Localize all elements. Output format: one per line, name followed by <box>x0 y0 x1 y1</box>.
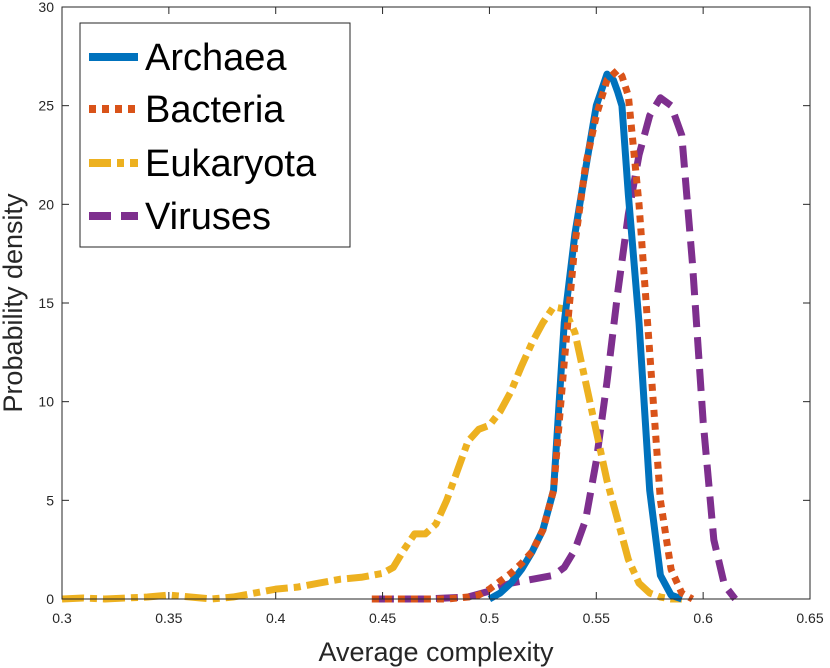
legend-label-bacteria: Bacteria <box>145 89 285 131</box>
y-tick-label: 0 <box>46 591 54 607</box>
x-tick-label: 0.6 <box>693 610 713 626</box>
legend: Archaea Bacteria Eukaryota Viruses <box>79 22 351 248</box>
series-line-viruses <box>371 94 738 603</box>
y-tick-label: 15 <box>38 295 54 311</box>
legend-label-eukaryota: Eukaryota <box>145 143 317 185</box>
tick-layer: 0.3 0.35 0.4 0.45 0.5 0.55 0.6 0.65 0 5 10 15 20 25 30 <box>38 0 823 626</box>
y-tick-label: 30 <box>38 0 54 15</box>
x-tick-label: 0.4 <box>266 610 286 626</box>
legend-entry-bacteria: Bacteria <box>89 89 285 131</box>
x-axis-label: Average complexity <box>318 637 554 667</box>
legend-label-viruses: Viruses <box>145 196 271 238</box>
x-tick-label: 0.5 <box>480 610 500 626</box>
y-tick-label: 10 <box>38 394 54 410</box>
legend-entry-viruses: Viruses <box>89 196 271 238</box>
series-line-bacteria <box>371 66 695 603</box>
y-tick-label: 20 <box>38 196 54 212</box>
legend-entry-archaea: Archaea <box>89 37 287 79</box>
x-tick-label: 0.3 <box>52 610 72 626</box>
x-tick-label: 0.35 <box>155 610 182 626</box>
y-tick-label: 25 <box>38 98 54 114</box>
x-tick-label: 0.45 <box>369 610 396 626</box>
x-tick-label: 0.65 <box>796 610 823 626</box>
y-axis-label: Probability density <box>0 193 28 413</box>
x-tick-label: 0.55 <box>583 610 610 626</box>
y-tick-label: 5 <box>46 492 54 508</box>
legend-label-archaea: Archaea <box>145 37 287 79</box>
legend-entry-eukaryota: Eukaryota <box>89 143 317 185</box>
